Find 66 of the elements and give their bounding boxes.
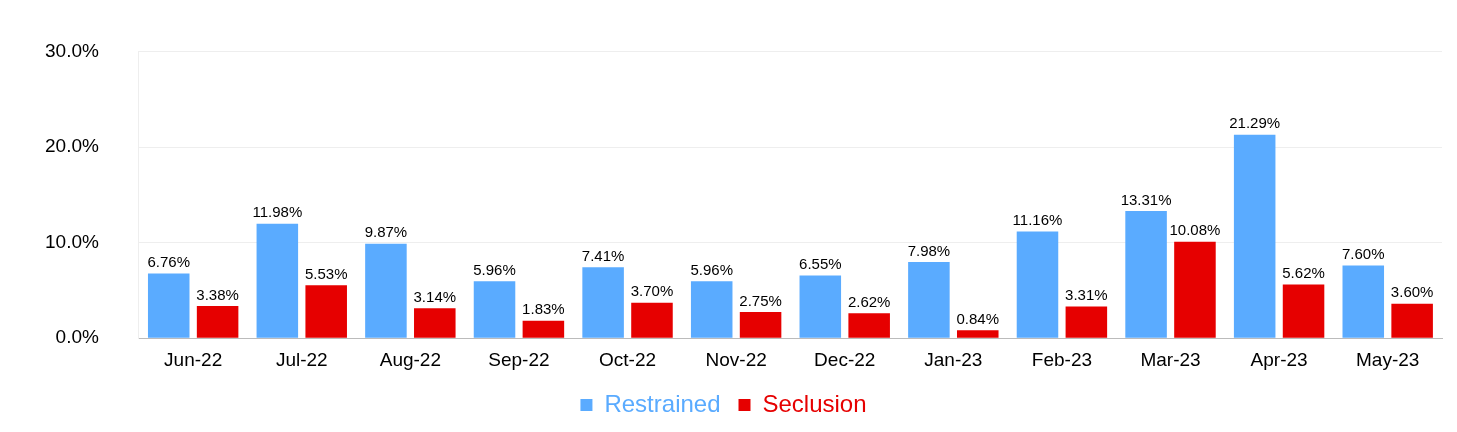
x-tick-label: Mar-23: [1140, 348, 1201, 370]
bar: [1282, 284, 1325, 338]
y-tick-label: 20.0%: [45, 135, 99, 157]
x-tick-label: Apr-23: [1250, 348, 1308, 370]
x-tick-label: Jul-22: [275, 348, 328, 370]
x-tick-label: Nov-22: [705, 348, 767, 370]
bar: [305, 285, 347, 338]
y-tick-label: 0.0%: [55, 326, 99, 348]
data-label: 5.96%: [473, 260, 516, 278]
bar: [1174, 241, 1216, 338]
data-label: 2.75%: [739, 291, 782, 309]
x-tick-label: Feb-23: [1031, 348, 1093, 370]
bar: [414, 308, 456, 338]
bar: [1391, 303, 1433, 338]
bar: [196, 305, 239, 338]
data-label: 2.62%: [847, 292, 891, 310]
bar: [522, 320, 565, 338]
data-label: 6.76%: [147, 253, 191, 271]
data-label: 10.08%: [1169, 221, 1221, 239]
x-tick-label: Jan-23: [924, 348, 983, 370]
x-tick-label: Aug-22: [379, 348, 441, 370]
bar: [956, 330, 999, 338]
data-label: 9.87%: [364, 223, 408, 241]
data-label: 11.98%: [252, 203, 303, 221]
data-label: 7.60%: [1342, 245, 1385, 263]
bar: [1065, 306, 1108, 338]
bar: [582, 267, 624, 338]
data-label: 21.29%: [1229, 114, 1281, 132]
bar: [848, 313, 890, 338]
bar: [799, 275, 842, 338]
data-label: 5.96%: [690, 260, 733, 278]
data-label: 3.70%: [630, 282, 674, 300]
x-tick-label: May-23: [1356, 348, 1420, 370]
bar: [1016, 231, 1059, 338]
bar: [1233, 134, 1276, 338]
data-label: 3.60%: [1390, 283, 1434, 301]
data-label: 7.41%: [581, 247, 625, 264]
bar: [365, 243, 407, 338]
data-label: 3.38%: [196, 285, 239, 303]
data-label: 13.31%: [1120, 190, 1172, 208]
bar: [690, 281, 733, 338]
x-tick-label: Sep-22: [488, 348, 550, 370]
data-label: 3.31%: [1065, 286, 1108, 304]
y-tick-label: 30.0%: [45, 39, 99, 61]
legend-label: Seclusion: [762, 389, 867, 417]
x-tick-label: Oct-22: [599, 348, 657, 370]
bar: [908, 261, 950, 338]
legend-label: Restrained: [604, 389, 721, 417]
data-label: 1.83%: [522, 300, 565, 318]
data-label: 5.53%: [304, 264, 348, 282]
x-tick-label: Dec-22: [814, 348, 876, 370]
data-label: 3.14%: [413, 287, 457, 305]
data-label: 11.16%: [1012, 211, 1063, 229]
x-tick-label: Jun-22: [164, 348, 223, 370]
bar: [473, 281, 516, 338]
data-label: 7.98%: [907, 241, 951, 259]
data-label: 0.84%: [956, 309, 1000, 327]
data-label: 6.55%: [799, 255, 842, 273]
bar: [1125, 210, 1167, 338]
bar: [1342, 265, 1385, 338]
data-label: 5.62%: [1282, 264, 1325, 282]
bar: [631, 302, 673, 338]
bar: [256, 223, 299, 338]
bar: [147, 273, 190, 338]
y-tick-label: 10.0%: [45, 230, 99, 252]
bar: [739, 311, 782, 338]
